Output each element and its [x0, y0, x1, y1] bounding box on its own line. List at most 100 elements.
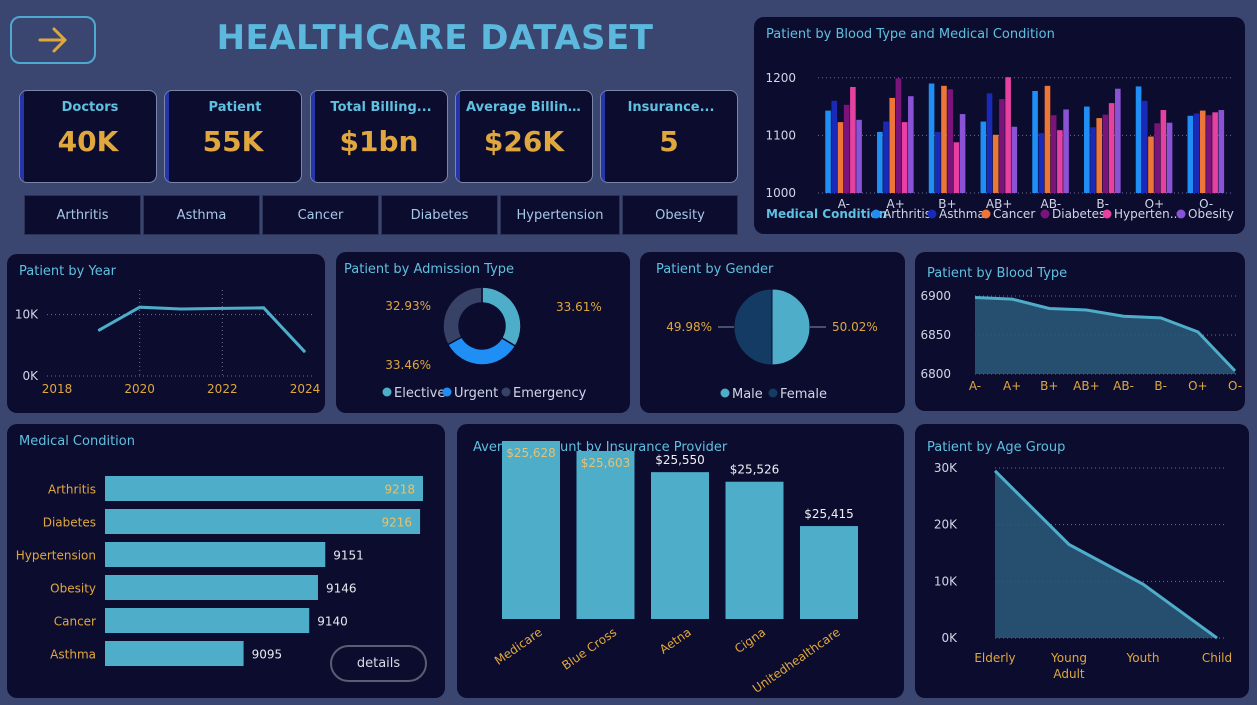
legend-marker — [927, 209, 937, 219]
bar-blue-cross — [576, 450, 635, 619]
legend-label: Obesity — [1188, 207, 1234, 221]
chart-blood-type: 6900 6850 6800 A- A+ B+ AB+ AB- B- O+ O- — [920, 289, 1242, 393]
details-button[interactable]: details — [330, 645, 427, 682]
x-tick-label: O+ — [1145, 197, 1165, 211]
slice-label: 33.61% — [556, 300, 602, 314]
panel-title: Patient by Admission Type — [344, 262, 515, 277]
x-tick-label: O+ — [1188, 379, 1208, 393]
legend-label: Urgent — [454, 386, 498, 401]
x-tick-label: A+ — [886, 197, 904, 211]
bar-AB--arthritis — [1032, 91, 1038, 193]
bar-B--arthritis — [1084, 106, 1090, 193]
back-arrow-button[interactable] — [10, 16, 96, 64]
bar-B--diabetes — [1102, 114, 1109, 193]
bar-A--arthritis — [825, 110, 831, 193]
bar-O--arthritis — [1187, 115, 1194, 193]
bar-A+-diabetes — [895, 78, 902, 193]
kpi-value: $1bn — [339, 125, 419, 158]
bar-hypertension — [105, 542, 326, 567]
bar-aetna — [651, 472, 709, 619]
panel-title: Patient by Blood Type and Medical Condit… — [766, 27, 1055, 42]
data-point — [139, 306, 141, 308]
x-tick-label: B- — [1154, 379, 1167, 393]
data-label: $25,603 — [581, 456, 631, 470]
y-tick-label: Cancer — [54, 615, 96, 629]
data-label: $25,415 — [804, 507, 854, 521]
bar-O+-asthma — [1141, 100, 1148, 193]
bar-O+-arthritis — [1135, 86, 1142, 193]
data-point — [263, 307, 265, 309]
bar-A--cancer — [837, 122, 844, 193]
bar-A+-hypertension — [901, 122, 908, 193]
bar-AB+-obesity — [1011, 126, 1018, 193]
bar-B--hypertension — [1108, 103, 1115, 193]
bar-obesity — [105, 575, 318, 600]
slicer-arthritis[interactable]: Arthritis — [24, 195, 141, 235]
slice-label: 50.02% — [832, 320, 878, 334]
bar-cancer — [105, 608, 310, 633]
y-tick-label: 0K — [22, 369, 39, 383]
slicer-hypertension[interactable]: Hypertension — [500, 195, 620, 235]
data-point — [180, 308, 182, 310]
legend-label: Elective — [394, 386, 445, 401]
bar-A--diabetes — [843, 104, 850, 193]
slicer-diabetes[interactable]: Diabetes — [381, 195, 498, 235]
x-tick-label: Medicare — [492, 625, 545, 668]
bar-AB--obesity — [1063, 109, 1069, 193]
legend-label: Diabetes — [1052, 207, 1105, 221]
panel-insurance: Average Amount by Insurance Provider $25… — [457, 424, 904, 698]
bar-O+-hypertension — [1160, 110, 1167, 193]
data-label: 9151 — [333, 549, 364, 563]
bar-B+-asthma — [934, 131, 941, 193]
x-tick-label: Aetna — [657, 625, 694, 657]
legend-marker — [501, 387, 511, 397]
kpi-card-average-billing: Average Billing... $26K — [455, 90, 593, 183]
line-series — [97, 305, 307, 354]
arrow-right-icon — [38, 27, 67, 53]
x-tick-label: Child — [1202, 651, 1232, 665]
legend-label: Female — [780, 387, 827, 402]
kpi-card-total-billing: Total Billing... $1bn — [310, 90, 448, 183]
slicer-cancer[interactable]: Cancer — [262, 195, 379, 235]
slice-label: 49.98% — [666, 320, 712, 334]
x-tick-label: O- — [1199, 197, 1213, 211]
y-tick-label: Obesity — [50, 582, 96, 596]
panel-year: Patient by Year 10K 0K 2018 2020 2022 2024 — [7, 254, 325, 413]
page-title: HEALTHCARE DATASET — [216, 18, 654, 58]
data-label: $25,628 — [506, 446, 556, 460]
x-tick-label: Cigna — [732, 625, 768, 656]
bar-O+-diabetes — [1154, 123, 1160, 193]
y-tick-label: 1100 — [765, 128, 796, 142]
y-tick-label: Diabetes — [43, 516, 96, 530]
bar-AB--cancer — [1044, 85, 1051, 193]
slice-label: 32.93% — [385, 299, 431, 313]
y-tick-label: Asthma — [50, 648, 96, 662]
data-label: 9216 — [382, 516, 413, 530]
x-tick-label: AB+ — [986, 197, 1013, 211]
bar-AB+-hypertension — [1005, 77, 1011, 193]
legend-marker — [1176, 209, 1186, 219]
legend-marker — [720, 388, 730, 398]
bar-AB+-asthma — [986, 93, 993, 193]
slicer-obesity[interactable]: Obesity — [622, 195, 738, 235]
kpi-label: Patient — [208, 100, 262, 115]
bar-B+-diabetes — [947, 89, 953, 193]
legend-label: Cancer — [993, 207, 1035, 221]
slicer-asthma[interactable]: Asthma — [143, 195, 260, 235]
kpi-card-doctors: Doctors 40K — [19, 90, 157, 183]
slice-emergency — [442, 286, 483, 346]
chart-age-group: 30K 20K 10K 0K Elderly Young Adult Youth Child — [934, 461, 1232, 681]
y-tick-label: Arthritis — [48, 483, 96, 497]
legend-title: Medical Condition — [766, 207, 887, 221]
bar-A--asthma — [831, 100, 838, 193]
y-tick-label: Hypertension — [16, 549, 96, 563]
legend-marker — [1040, 209, 1050, 219]
legend-label: Hyperten... — [1114, 207, 1181, 221]
bar-AB--asthma — [1038, 133, 1045, 193]
x-tick-label: A- — [838, 197, 850, 211]
bar-AB--hypertension — [1057, 130, 1063, 193]
x-tick-label: Elderly — [974, 651, 1015, 665]
x-tick-label: Young — [1050, 651, 1087, 665]
panel-gender: Patient by Gender 50.02% 49.98% Male Female — [640, 252, 905, 413]
